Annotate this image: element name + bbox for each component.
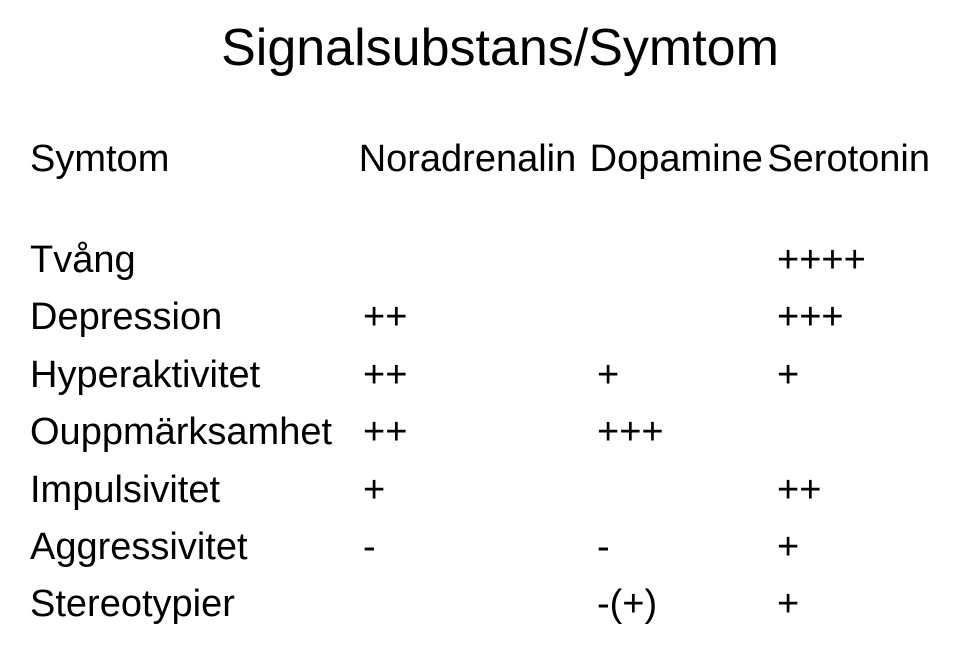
- cell-sero: +: [777, 351, 930, 400]
- cell-symptom: Impulsivitet: [30, 466, 363, 515]
- cell-symptom: Hyperaktivitet: [30, 351, 363, 400]
- cell-sero: [777, 408, 930, 457]
- cell-symptom: Aggressivitet: [30, 523, 363, 572]
- table-header-row: Symtom Noradrenalin Dopamine Serotonin: [30, 138, 930, 181]
- cell-symptom: Depression: [30, 293, 363, 342]
- header-noradrenalin: Noradrenalin: [359, 138, 590, 181]
- table-row: Tvång ++++: [30, 236, 930, 285]
- table-row: Impulsivitet + ++: [30, 466, 930, 515]
- cell-dopa: [597, 293, 777, 342]
- cell-nora: +: [363, 466, 597, 515]
- cell-nora: -: [363, 523, 597, 572]
- cell-dopa: [597, 236, 777, 285]
- cell-sero: +: [777, 580, 930, 629]
- symptom-table: Symtom Noradrenalin Dopamine Serotonin T…: [0, 138, 960, 630]
- cell-sero: ++++: [777, 236, 930, 285]
- cell-nora: ++: [363, 408, 597, 457]
- cell-nora: ++: [363, 293, 597, 342]
- table-row: Depression ++ +++: [30, 293, 930, 342]
- cell-sero: +: [777, 523, 930, 572]
- cell-symptom: Stereotypier: [30, 580, 363, 629]
- cell-sero: ++: [777, 466, 930, 515]
- header-serotonin: Serotonin: [767, 138, 930, 181]
- cell-dopa: -(+): [597, 580, 777, 629]
- table-row: Aggressivitet - - +: [30, 523, 930, 572]
- cell-nora: ++: [363, 351, 597, 400]
- cell-dopa: [597, 466, 777, 515]
- cell-symptom: Ouppmärksamhet: [30, 408, 363, 457]
- cell-nora: [363, 236, 597, 285]
- table-row: Hyperaktivitet ++ + +: [30, 351, 930, 400]
- table-row: Ouppmärksamhet ++ +++: [30, 408, 930, 457]
- cell-dopa: +: [597, 351, 777, 400]
- page-title: Signalsubstans/Symtom: [0, 18, 960, 78]
- table-row: Stereotypier -(+) +: [30, 580, 930, 629]
- header-symptom: Symtom: [30, 138, 359, 181]
- cell-dopa: -: [597, 523, 777, 572]
- cell-nora: [363, 580, 597, 629]
- cell-sero: +++: [777, 293, 930, 342]
- cell-dopa: +++: [597, 408, 777, 457]
- header-dopamine: Dopamine: [590, 138, 768, 181]
- cell-symptom: Tvång: [30, 236, 363, 285]
